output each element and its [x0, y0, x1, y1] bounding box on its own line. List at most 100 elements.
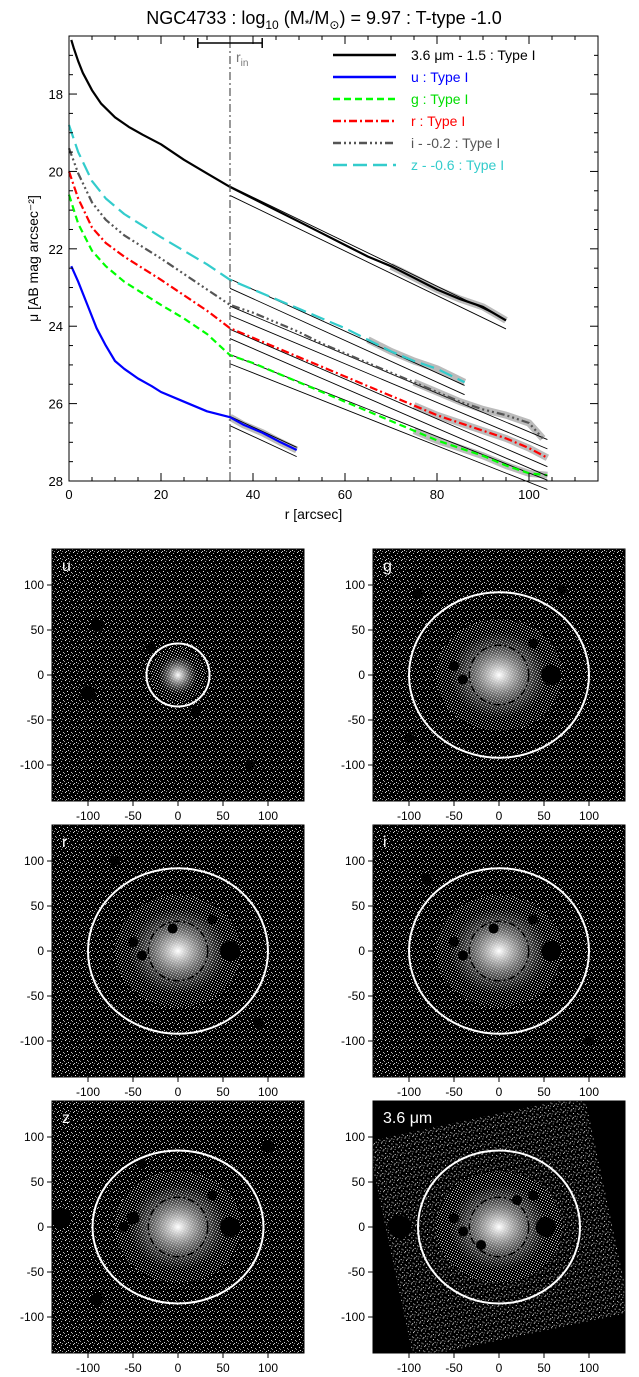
mask-2 [528, 638, 539, 649]
mask-3 [190, 705, 202, 717]
y-tick-label: 50 [31, 623, 45, 637]
y-tick-label: -100 [341, 1034, 365, 1048]
x-tick-label: 60 [338, 487, 352, 502]
fit-line-1-1 [229, 425, 297, 458]
mask-2 [528, 1190, 539, 1201]
y-tick-label: 100 [24, 1130, 44, 1144]
inner-ellipse [468, 920, 530, 982]
legend-label-3: r : Type I [411, 113, 465, 129]
mask-2 [207, 1190, 218, 1201]
x-tick-label: 0 [496, 1085, 503, 1099]
mask-0 [90, 619, 104, 632]
panel-image [52, 825, 304, 1077]
fit-line-0-0 [229, 185, 507, 321]
y-tick-label: 50 [31, 1175, 45, 1189]
x-tick-label: 100 [258, 809, 278, 823]
x-tick-label: 40 [246, 487, 260, 502]
error-band-3 [412, 402, 550, 461]
x-tick-label: -50 [124, 1361, 142, 1375]
mask-0 [448, 660, 460, 672]
profile-plot: 0 20 40 60 80 100 18 20 22 24 26 28 r [arcsec] μ [AB … [25, 35, 599, 522]
image-panel-0: u -100 -50 0 50 100 -100 -50 0 50 100 [20, 548, 305, 823]
y-tick-label: -100 [20, 1310, 44, 1324]
mask-4 [403, 732, 415, 744]
mask-0 [127, 936, 139, 948]
mask-2 [207, 914, 218, 925]
mask-6 [253, 1017, 265, 1029]
mask-7 [136, 1158, 148, 1170]
inner-ellipse [468, 644, 530, 706]
mask-5 [475, 1239, 487, 1251]
y-tick-label: 50 [352, 899, 366, 913]
fit-line-4-1 [229, 314, 548, 450]
mask-3 [220, 1216, 241, 1238]
mask-3 [535, 1216, 556, 1238]
mask-5 [109, 855, 121, 867]
mask-1 [457, 674, 469, 685]
image-panel-5: 3.6 μm -100 -50 0 50 100 -100 -50 0 50 100 [341, 1100, 626, 1375]
legend-label-4: i - -0.2 : Type I [411, 135, 500, 151]
x-tick-label: 100 [579, 1361, 599, 1375]
legend-label-1: u : Type I [411, 69, 468, 85]
x-tick-label: -100 [397, 809, 421, 823]
image-panel-1: g -100 -50 0 50 100 -100 -50 0 50 100 [341, 548, 626, 823]
mask-0 [448, 936, 460, 948]
x-tick-label: 100 [258, 1361, 278, 1375]
fit-line-4-0 [229, 305, 548, 441]
mask-3 [541, 664, 562, 686]
mask-1 [80, 685, 96, 701]
inner-ellipse [468, 1196, 530, 1258]
mask-3 [220, 940, 241, 962]
y-tick-label: 0 [358, 668, 365, 682]
panel-label: z [62, 1110, 70, 1127]
x-axis-label: r [arcsec] [285, 506, 343, 522]
mask-1 [457, 950, 469, 961]
x-tick-label: -100 [76, 809, 100, 823]
y-tick-label: -100 [20, 758, 44, 772]
fit-line-0-1 [229, 195, 507, 330]
x-tick-label: 50 [216, 809, 230, 823]
mask-4 [52, 1207, 72, 1229]
outer-ellipse [145, 642, 211, 708]
x-tick-label: 50 [216, 1361, 230, 1375]
fit-line-2-1 [229, 363, 548, 490]
image-panel-4: z -100 -50 0 50 100 -100 -50 0 50 100 [20, 1100, 305, 1375]
panel-image [52, 1101, 304, 1353]
x-tick-label: 0 [496, 1361, 503, 1375]
y-tick-label: 100 [345, 1130, 365, 1144]
profile-axes: 0 20 40 60 80 100 18 20 22 24 26 28 r [arcsec] μ [AB … [25, 35, 599, 522]
x-tick-label: -100 [76, 1361, 100, 1375]
outer-ellipse [408, 867, 590, 1035]
x-tick-label: 50 [216, 1085, 230, 1099]
fit-line-1-0 [229, 415, 297, 448]
outer-ellipse [408, 591, 590, 759]
x-tick-label: 100 [579, 809, 599, 823]
y-tick-label: -50 [27, 989, 45, 1003]
galaxy-core [449, 631, 549, 719]
mask-5 [421, 873, 433, 885]
x-tick-label: -50 [124, 1085, 142, 1099]
series-line-3 [67, 171, 548, 459]
mask-6 [261, 1139, 275, 1153]
y-tick-label: 24 [49, 319, 63, 334]
y-tick-label: 0 [358, 944, 365, 958]
x-tick-label: 80 [430, 487, 444, 502]
galaxy-core [128, 907, 228, 995]
y-tick-label: -50 [348, 1265, 366, 1279]
panel-image [373, 1101, 625, 1353]
profile-legend: 3.6 μm - 1.5 : Type I u : Type I g : Type … [333, 47, 536, 173]
image-panels: u -100 -50 0 50 100 -100 -50 0 50 100 g -100 -50 0 50 10… [20, 548, 626, 1375]
y-tick-label: 50 [352, 623, 366, 637]
panel-image [52, 549, 304, 801]
y-tick-label: 18 [49, 87, 63, 102]
series-line-4 [67, 147, 544, 440]
mask-2 [528, 914, 539, 925]
y-tick-label: 50 [31, 899, 45, 913]
x-tick-label: 50 [537, 1085, 551, 1099]
mask-4 [244, 759, 256, 771]
mask-6 [583, 1035, 595, 1047]
panel-label: 3.6 μm [383, 1110, 432, 1127]
series-line-2 [67, 194, 548, 477]
x-tick-label: 50 [537, 809, 551, 823]
